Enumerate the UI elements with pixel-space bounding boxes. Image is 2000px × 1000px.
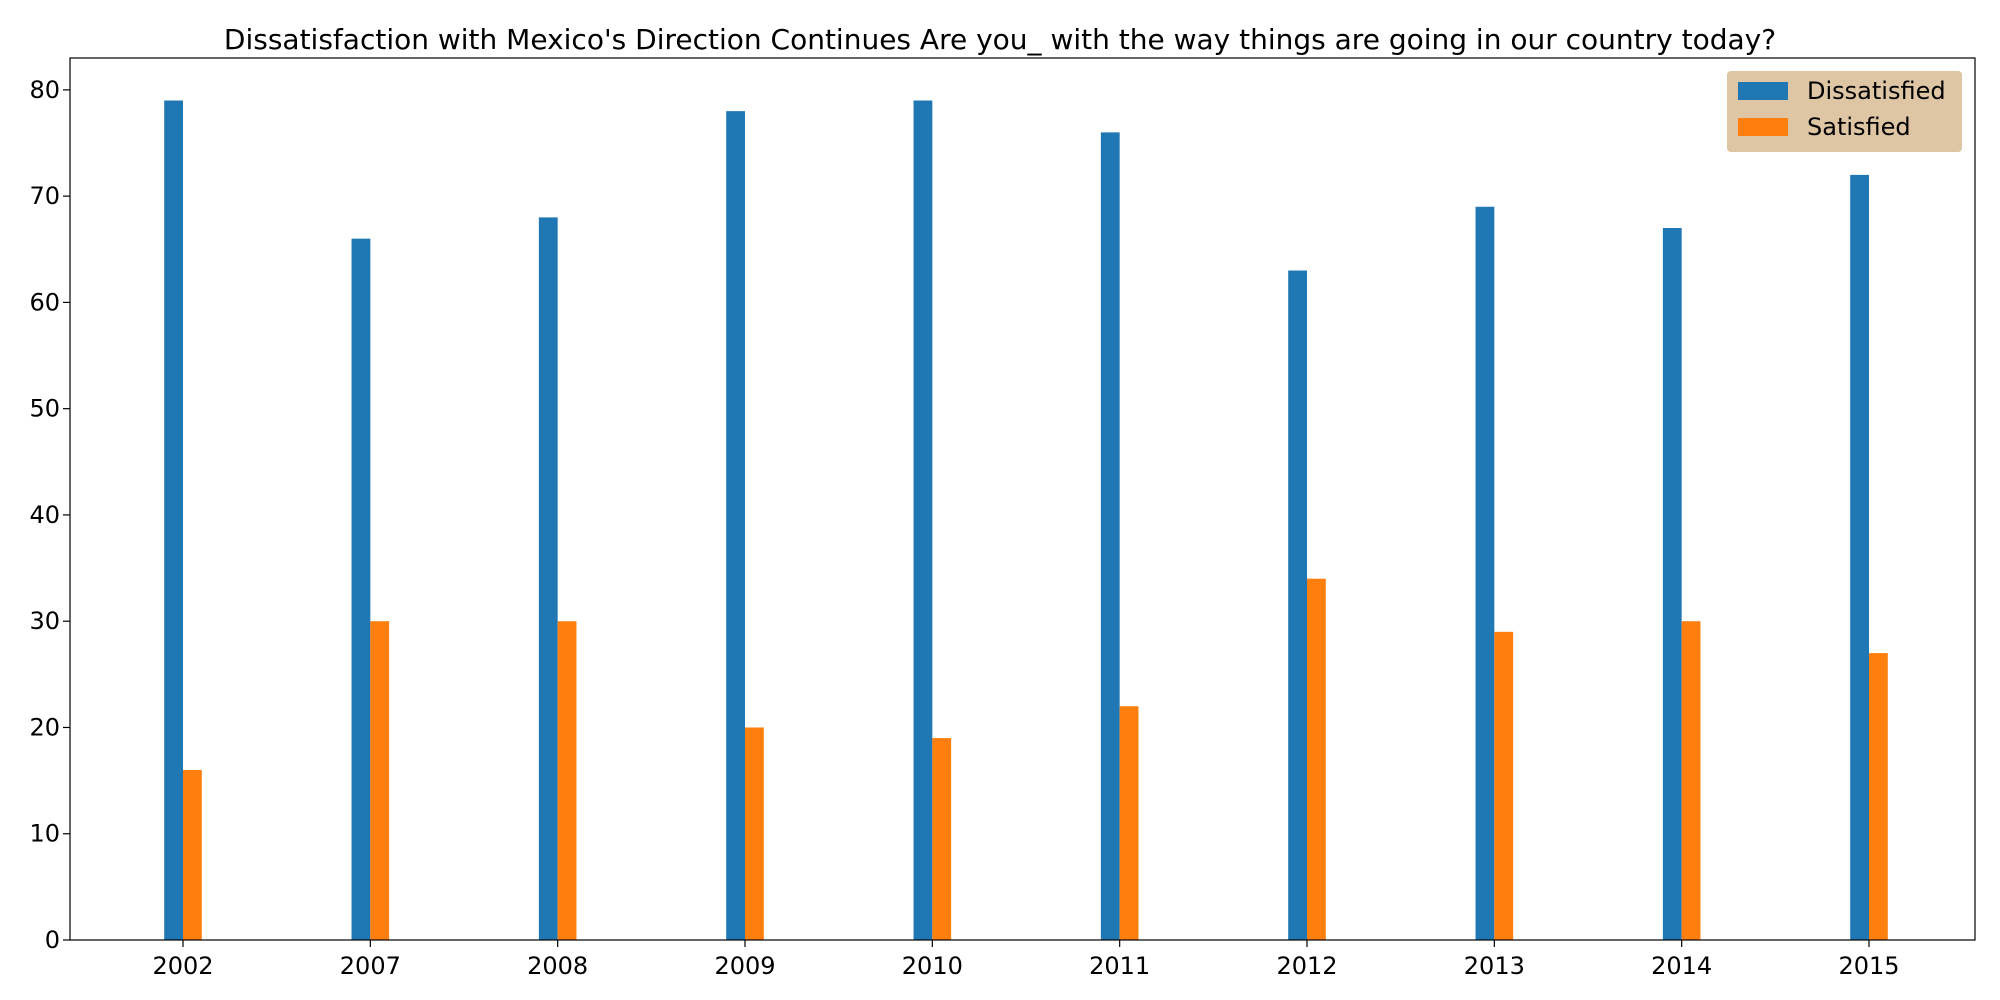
y-tick-label: 10 [29, 820, 60, 848]
y-tick-label: 50 [29, 395, 60, 423]
y-tick-label: 20 [29, 713, 60, 741]
y-tick-label: 60 [29, 288, 60, 316]
bar-dissatisfied-2011 [1100, 132, 1120, 940]
legend-label-satisfied: Satisfied [1807, 113, 1911, 141]
x-tick-label: 2007 [340, 952, 401, 980]
legend-swatch-satisfied [1738, 118, 1788, 136]
plot-frame [69, 57, 1976, 941]
bar-dissatisfied-2008 [538, 217, 558, 940]
y-tick-label: 40 [29, 501, 60, 529]
bar-satisfied-2008 [557, 621, 577, 940]
x-tick-label: 2009 [714, 952, 775, 980]
bar-satisfied-2011 [1119, 706, 1139, 940]
x-tick-label: 2002 [152, 952, 213, 980]
legend: Dissatisfied Satisfied [1727, 71, 1962, 152]
y-tick-label: 80 [29, 76, 60, 104]
bar-satisfied-2009 [745, 727, 764, 940]
x-tick-label: 2012 [1276, 952, 1337, 980]
bar-satisfied-2010 [932, 738, 952, 940]
x-axis: 2002 2007 2008 2009 2010 2011 2012 2013 2014 2015 [152, 940, 1900, 980]
y-tick-label: 0 [45, 926, 60, 954]
bar-dissatisfied-2009 [726, 111, 745, 941]
bar-dissatisfied-2015 [1850, 174, 1869, 940]
bar-satisfied-2014 [1681, 621, 1701, 940]
x-tick-label: 2014 [1651, 952, 1712, 980]
bar-dissatisfied-2014 [1662, 228, 1682, 940]
bar-dissatisfied-2002 [164, 100, 183, 940]
chart-title: Dissatisfaction with Mexico's Direction … [224, 23, 1776, 56]
bars-group [164, 100, 1888, 941]
legend-label-dissatisfied: Dissatisfied [1807, 77, 1946, 105]
y-tick-label: 70 [29, 182, 60, 210]
bar-dissatisfied-2013 [1475, 206, 1495, 940]
bar-dissatisfied-2007 [351, 238, 371, 940]
x-tick-label: 2008 [527, 952, 588, 980]
x-tick-label: 2010 [902, 952, 963, 980]
bar-satisfied-2012 [1307, 578, 1326, 940]
bar-dissatisfied-2012 [1288, 270, 1307, 940]
x-tick-label: 2013 [1464, 952, 1525, 980]
x-tick-label: 2011 [1089, 952, 1150, 980]
bar-satisfied-2007 [370, 621, 390, 940]
bar-satisfied-2013 [1494, 631, 1514, 940]
bar-satisfied-2015 [1869, 653, 1888, 940]
bar-dissatisfied-2010 [913, 100, 933, 940]
y-tick-label: 30 [29, 607, 60, 635]
y-axis: 0 10 20 30 40 50 60 70 80 [29, 76, 70, 954]
legend-swatch-dissatisfied [1738, 82, 1788, 100]
bar-satisfied-2002 [183, 769, 202, 940]
x-tick-label: 2015 [1838, 952, 1899, 980]
